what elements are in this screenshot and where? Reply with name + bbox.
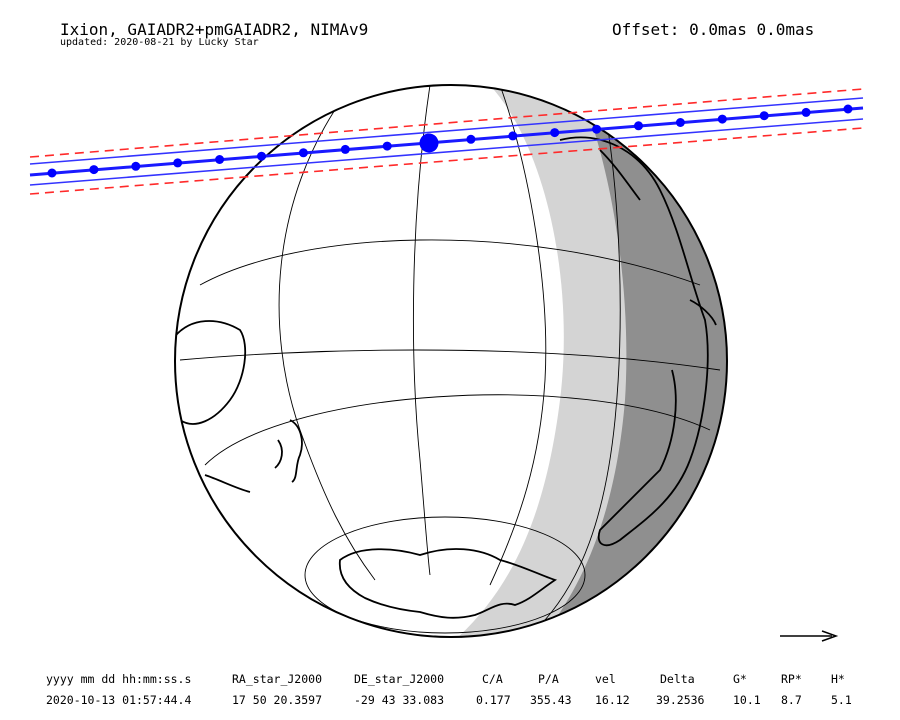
- minute-markers: [47, 104, 853, 178]
- closest-approach-marker: [419, 133, 439, 153]
- minute-marker: [801, 107, 811, 117]
- minute-marker: [131, 161, 141, 171]
- graticule: [179, 85, 721, 634]
- update-note: updated: 2020-08-21 by Lucky Star: [60, 37, 259, 48]
- minute-marker: [382, 141, 392, 151]
- header-delta: Delta: [660, 672, 695, 686]
- header-rp: RP*: [781, 672, 802, 686]
- value-vel: 16.12: [595, 693, 630, 707]
- header-ca: C/A: [482, 672, 503, 686]
- minute-marker: [257, 151, 266, 161]
- minute-marker: [298, 148, 308, 158]
- value-g: 10.1: [733, 693, 761, 707]
- header-datetime: yyyy mm dd hh:mm:ss.s: [46, 672, 192, 686]
- minute-marker: [89, 165, 99, 175]
- minute-marker: [634, 121, 643, 131]
- value-datetime: 2020-10-13 01:57:44.4: [46, 693, 192, 707]
- shadow-limit-north: [29, 97, 864, 165]
- header-pa: P/A: [538, 672, 559, 686]
- value-dec: -29 43 33.083: [354, 693, 445, 707]
- arrow-right-icon: [780, 630, 839, 642]
- value-h: 5.1: [831, 693, 852, 707]
- error-limit-north: [29, 88, 864, 158]
- value-rp: 8.7: [781, 693, 802, 707]
- globe-outline: [174, 84, 728, 638]
- coastlines: [175, 136, 717, 619]
- minute-marker: [675, 118, 685, 127]
- minute-marker: [466, 134, 476, 144]
- minute-marker: [215, 155, 225, 164]
- minute-marker: [173, 158, 183, 168]
- occultation-title: Ixion, GAIADR2+pmGAIADR2, NIMAv9: [60, 20, 369, 39]
- header-g: G*: [733, 672, 747, 686]
- minute-marker: [717, 114, 727, 124]
- header-h: H*: [831, 672, 845, 686]
- header-vel: vel: [595, 672, 616, 686]
- header-ra: RA_star_J2000: [232, 672, 323, 686]
- minute-marker: [340, 144, 350, 154]
- error-limit-south: [29, 127, 864, 195]
- minute-marker: [759, 111, 769, 121]
- value-ca: 0.177: [476, 693, 511, 707]
- header-dec: DE_star_J2000: [354, 672, 445, 686]
- occultation-map: [29, 84, 864, 642]
- value-ra: 17 50 20.3597: [232, 693, 323, 707]
- shadow-limit-south: [29, 118, 864, 186]
- minute-marker: [47, 168, 57, 178]
- value-delta: 39.2536: [656, 693, 705, 707]
- minute-marker: [550, 128, 560, 138]
- minute-marker: [843, 104, 853, 114]
- event-table: yyyy mm dd hh:mm:ss.s RA_star_J2000 DE_s…: [0, 668, 900, 708]
- value-pa: 355.43: [530, 693, 572, 707]
- offset-readout: Offset: 0.0mas 0.0mas: [612, 20, 815, 39]
- minute-marker: [592, 124, 602, 134]
- minute-marker: [508, 131, 518, 141]
